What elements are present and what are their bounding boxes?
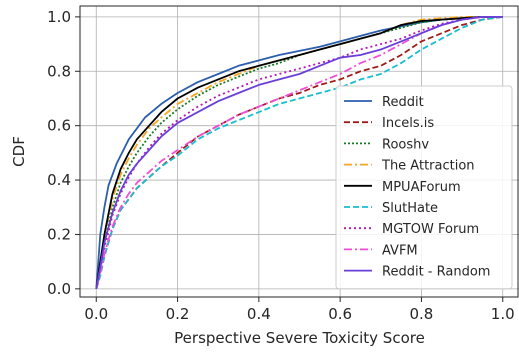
legend-entry-sluthate: SlutHate xyxy=(344,201,438,216)
legend-box xyxy=(335,85,513,290)
legend-entry-incels-is: Incels.is xyxy=(344,116,434,131)
x-tick-label: 0.6 xyxy=(328,305,352,323)
legend-label: SlutHate xyxy=(382,201,438,216)
series-line-reddit-random xyxy=(95,15,503,289)
legend-label: Reddit xyxy=(382,95,424,110)
x-tick-label: 0.0 xyxy=(84,305,108,323)
legend-label: The Attraction xyxy=(381,159,475,174)
legend-label: AVFM xyxy=(382,243,418,258)
series-line-the-attraction xyxy=(95,15,503,289)
legend-entry-the-attraction: The Attraction xyxy=(344,159,475,174)
legend-label: Rooshv xyxy=(382,137,429,152)
axis-ticks: 0.0 0.2 0.4 0.6 0.8 1.0 0.0 0.2 0.4 0.6 0.8 1.0 xyxy=(47,8,515,323)
y-tick-label: 0.8 xyxy=(47,62,71,80)
legend-label: Incels.is xyxy=(382,116,434,131)
legend-label: MPUAForum xyxy=(382,180,461,195)
x-tick-label: 0.4 xyxy=(247,305,271,323)
series-line-mgtow-forum xyxy=(95,15,503,289)
y-tick-label: 0.2 xyxy=(47,225,71,243)
x-tick-label: 1.0 xyxy=(491,305,515,323)
series-line-mpuaforum xyxy=(95,15,503,289)
series-lines xyxy=(95,15,503,290)
legend-label: MGTOW Forum xyxy=(382,222,479,237)
y-tick-label: 1.0 xyxy=(47,8,71,26)
y-tick-label: 0.6 xyxy=(47,117,71,135)
x-tick-label: 0.2 xyxy=(166,305,190,323)
x-axis-label: Perspective Severe Toxicity Score xyxy=(174,329,425,347)
plot-frame xyxy=(79,5,519,298)
legend-label: Reddit - Random xyxy=(382,265,490,280)
legend-entry-mpuaforum: MPUAForum xyxy=(344,180,461,195)
y-tick-label: 0.0 xyxy=(47,280,71,298)
y-tick-label: 0.4 xyxy=(47,171,71,189)
legend-entry-reddit: Reddit xyxy=(344,95,424,110)
legend-entry-mgtow-forum: MGTOW Forum xyxy=(344,222,479,237)
series-line-reddit xyxy=(95,15,503,289)
y-axis-label: CDF xyxy=(10,136,28,167)
legend-entry-avfm: AVFM xyxy=(344,243,418,258)
x-tick-label: 0.8 xyxy=(410,305,434,323)
series-line-sluthate xyxy=(95,16,503,290)
legend: Reddit Incels.is Rooshv The Attraction MPUAF… xyxy=(335,85,513,290)
legend-entry-reddit-random: Reddit - Random xyxy=(344,265,490,280)
legend-entry-rooshv: Rooshv xyxy=(344,137,429,152)
